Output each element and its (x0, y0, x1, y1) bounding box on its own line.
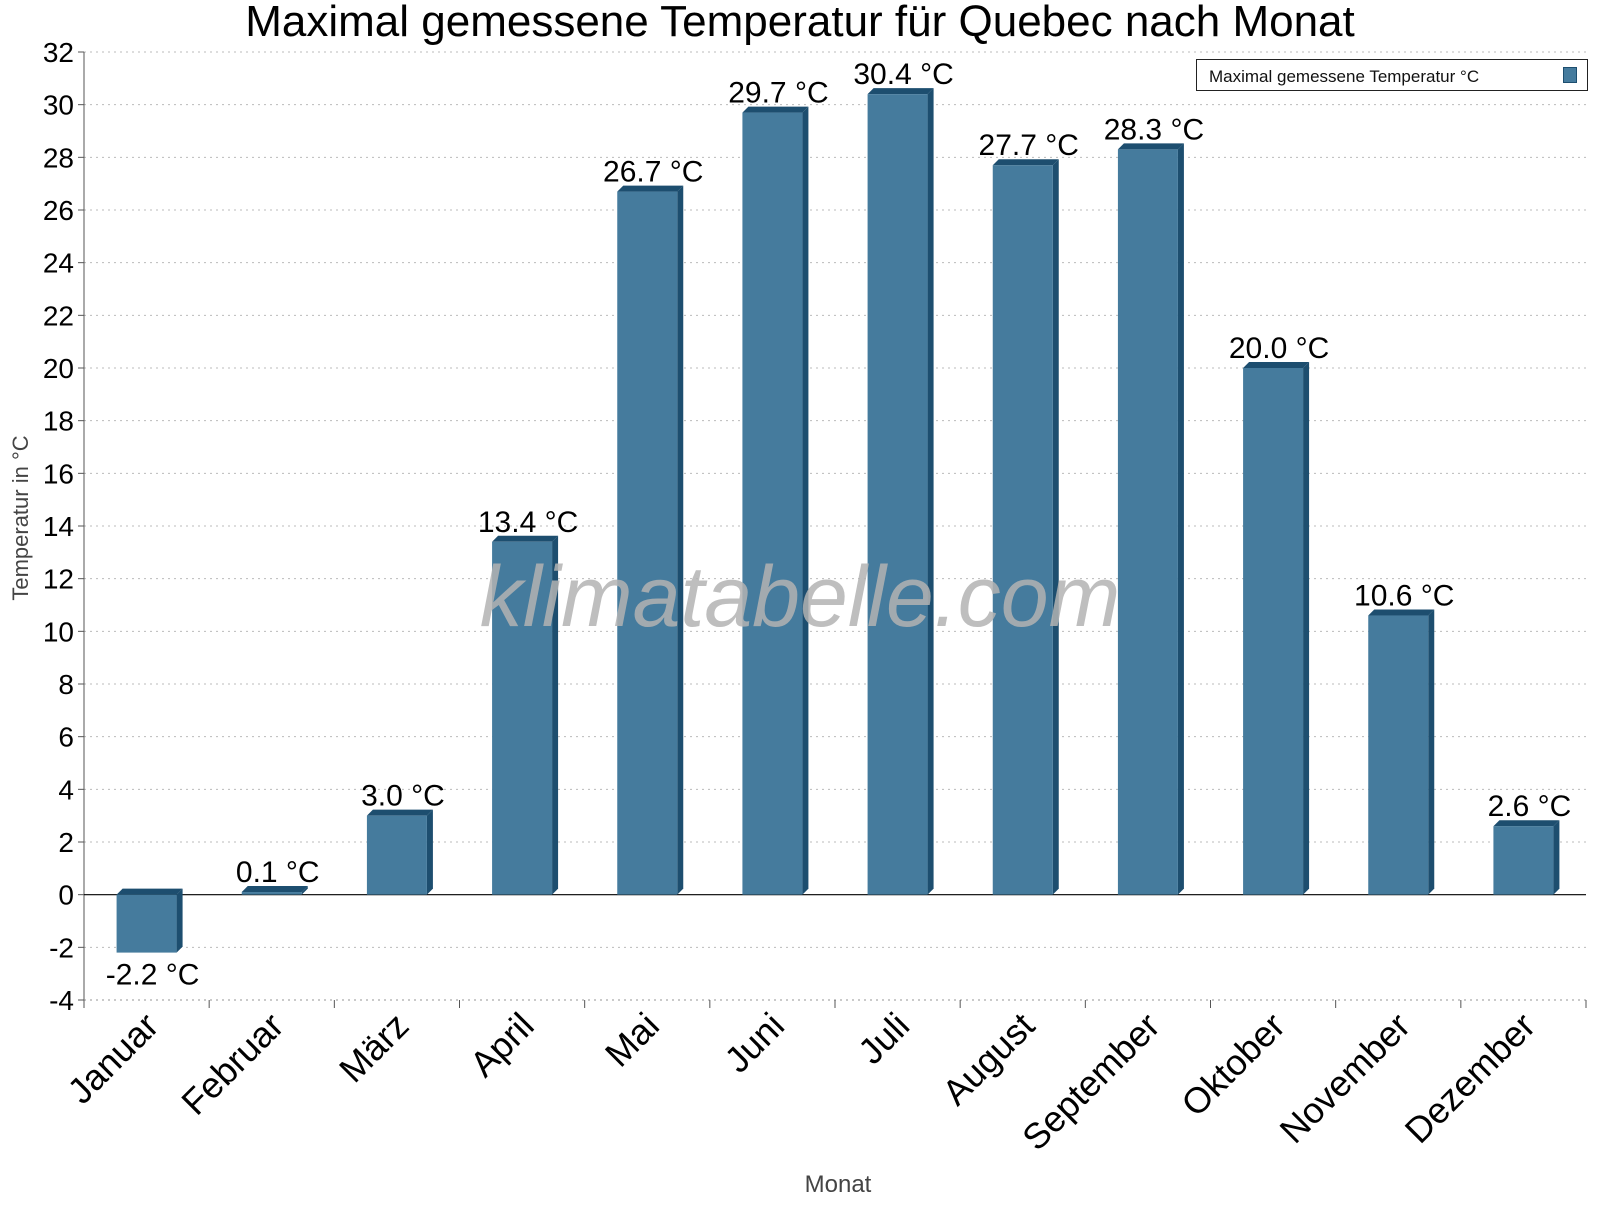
data-label: -2.2 °C (106, 959, 200, 992)
data-label: 29.7 °C (728, 77, 828, 110)
y-tick-label: 4 (58, 774, 74, 805)
bar-top (366, 809, 433, 816)
bar-top (992, 159, 1059, 166)
x-axis-ticks: Januar Februar März April Mai Juni Juli AugustS… (59, 999, 1587, 1159)
bar-top (617, 185, 684, 192)
legend-label: Maximal gemessene Temperatur °C (1209, 67, 1480, 86)
legend: Maximal gemessene Temperatur °C (1196, 59, 1588, 91)
bars (116, 88, 1560, 953)
data-label: 28.3 °C (1104, 113, 1204, 146)
y-tick-label: 26 (43, 195, 74, 226)
chart-title: Maximal gemessene Temperatur für Quebec … (245, 0, 1355, 46)
x-tick-label: Januar (59, 1005, 166, 1112)
y-tick-label: -2 (49, 932, 74, 963)
x-tick-label: April (462, 1005, 542, 1085)
y-tick-label: 0 (58, 880, 74, 911)
bar-side (677, 185, 684, 895)
y-tick-label: 20 (43, 353, 74, 384)
bar-side (426, 809, 433, 895)
y-tick-label: 8 (58, 669, 74, 700)
legend-swatch (1563, 67, 1577, 83)
bar-side (927, 88, 934, 895)
bar (617, 191, 678, 895)
bar (1117, 149, 1178, 895)
y-tick-label: 24 (43, 248, 74, 279)
watermark: klimatabelle.com (480, 549, 1120, 645)
data-label: 30.4 °C (853, 58, 953, 91)
data-label: 3.0 °C (361, 780, 445, 813)
bar (492, 541, 553, 895)
y-tick-label: 6 (58, 722, 74, 753)
y-tick-label: 10 (43, 616, 74, 647)
y-tick-label: -4 (49, 985, 74, 1016)
x-tick-label: November (1271, 1005, 1417, 1151)
data-label: 20.0 °C (1229, 332, 1329, 365)
bar-side (1553, 820, 1560, 895)
data-label: 10.6 °C (1354, 580, 1454, 613)
bar-top (241, 886, 308, 893)
bar (116, 894, 177, 953)
grid-lines (84, 51, 1586, 1001)
data-labels: -2.2 °C 0.1 °C 3.0 °C 13.4 °C 26.7 °C 29.7 °C… (106, 58, 1572, 991)
y-tick-label: 18 (43, 406, 74, 437)
bar-side (301, 886, 308, 895)
data-label: 0.1 °C (236, 856, 320, 889)
x-tick-label: Mai (597, 1005, 667, 1075)
bar-side (802, 106, 809, 895)
x-tick-label: Oktober (1173, 1005, 1293, 1125)
y-tick-label: 30 (43, 90, 74, 121)
y-axis-label: Temperatur in °C (8, 435, 33, 600)
bar-side (1428, 609, 1435, 895)
x-tick-label: Juni (716, 1005, 792, 1081)
bar (742, 112, 803, 895)
bar-side (1177, 143, 1184, 895)
bar (867, 94, 928, 895)
data-label: 27.7 °C (979, 129, 1079, 162)
y-tick-label: 28 (43, 142, 74, 173)
bar-side (1052, 159, 1059, 895)
bar (1493, 826, 1554, 895)
bar (1243, 368, 1304, 895)
y-tick-label: 14 (43, 511, 74, 542)
y-tick-label: 16 (43, 458, 74, 489)
y-tick-label: 22 (43, 300, 74, 331)
bar-side (552, 535, 559, 895)
data-label: 26.7 °C (603, 156, 703, 189)
bar-top (116, 888, 183, 895)
x-tick-label: Juli (850, 1005, 917, 1072)
y-tick-label: 32 (43, 37, 74, 68)
bar-top (742, 106, 809, 113)
bar-top (1243, 362, 1310, 368)
y-tick-label: 12 (43, 564, 74, 595)
y-tick-label: 2 (58, 827, 74, 858)
bar-side (1303, 362, 1310, 895)
x-tick-label: März (331, 1005, 417, 1091)
bar-top (1117, 143, 1184, 150)
bar-top (1368, 609, 1435, 616)
bar-top (867, 88, 934, 95)
bar (366, 815, 427, 895)
bar-side (176, 888, 183, 953)
bar (1368, 615, 1429, 895)
x-tick-label: August (934, 1005, 1042, 1113)
data-label: 13.4 °C (478, 506, 578, 539)
bar-top (492, 535, 559, 542)
x-tick-label: Dezember (1397, 1005, 1543, 1151)
bar (992, 165, 1053, 895)
bar-top (1493, 820, 1560, 827)
x-tick-label: September (1014, 1005, 1168, 1159)
x-axis-label: Monat (805, 1171, 872, 1198)
x-tick-label: Februar (173, 1005, 291, 1123)
data-label: 2.6 °C (1488, 790, 1572, 823)
bar (241, 892, 302, 895)
